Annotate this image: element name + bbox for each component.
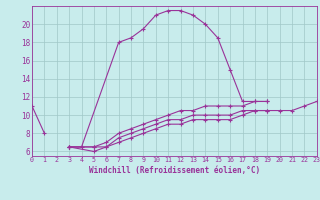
X-axis label: Windchill (Refroidissement éolien,°C): Windchill (Refroidissement éolien,°C) <box>89 166 260 175</box>
